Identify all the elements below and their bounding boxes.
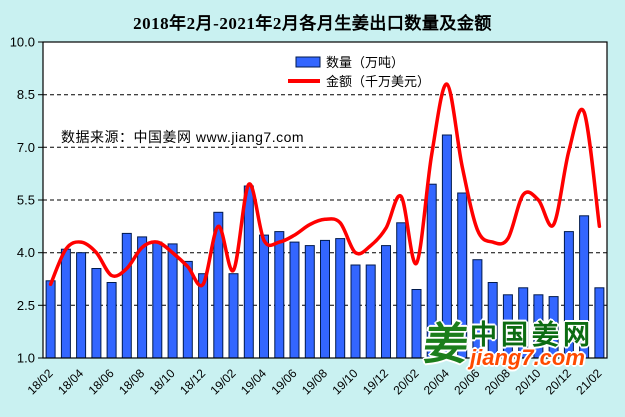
logo-site-name: 中国姜网 (470, 320, 594, 350)
bar-20/02 (411, 289, 422, 359)
chart-title: 2018年2月-2021年2月各月生姜出口数量及金额 (133, 14, 492, 33)
x-axis-label-18/06: 18/06 (86, 366, 117, 397)
bar-19/12 (381, 245, 391, 359)
bar-19/04 (259, 234, 269, 359)
x-axis-label-19/12: 19/12 (360, 366, 391, 397)
bar-18/03 (60, 248, 71, 359)
x-axis-label-19/10: 19/10 (329, 366, 360, 397)
bar-18/04 (76, 252, 87, 359)
x-axis-label-19/08: 19/08 (299, 366, 330, 397)
x-axis-label-19/04: 19/04 (238, 366, 269, 397)
legend-bar-label: 数量（万吨） (326, 55, 404, 70)
legend-line-label: 金额（千万美元） (326, 74, 430, 89)
logo-text: 中国姜网 jiang7.com (470, 321, 594, 369)
bar-18/02 (45, 280, 56, 359)
y-axis-label: 10.0 (10, 35, 35, 50)
plot-border (42, 41, 608, 359)
y-axis-label: 5.5 (17, 193, 35, 208)
x-axis-label-18/10: 18/10 (147, 366, 178, 397)
bar-19/10 (350, 264, 361, 359)
bar-19/09 (335, 238, 346, 359)
bar-18/07 (121, 232, 132, 359)
y-axis-label: 4.0 (17, 245, 35, 260)
y-axis-label: 7.0 (17, 140, 35, 155)
bar-19/02 (228, 273, 239, 359)
x-axis-label-19/02: 19/02 (207, 366, 238, 397)
logo-site-url: jiang7.com (470, 345, 585, 370)
bar-20/01 (396, 222, 407, 359)
x-axis-label-18/12: 18/12 (177, 366, 208, 397)
bar-18/05 (91, 268, 102, 359)
x-axis-label-18/08: 18/08 (116, 366, 147, 397)
bar-19/11 (365, 264, 376, 359)
bar-18/11 (182, 260, 193, 359)
bar-18/09 (152, 241, 163, 359)
y-axis-label: 2.5 (17, 298, 35, 313)
bar-18/06 (106, 282, 117, 359)
legend: 数量（万吨） 金额（千万美元） (288, 55, 430, 89)
x-axis-label-20/02: 20/02 (390, 366, 421, 397)
x-axis-label-18/02: 18/02 (25, 366, 56, 397)
bar-19/07 (304, 245, 315, 359)
x-axis-label-19/06: 19/06 (268, 366, 299, 397)
bar-18/08 (137, 236, 148, 359)
bar-18/10 (167, 243, 178, 359)
bar-19/05 (274, 231, 285, 359)
ginger-logo-icon: 姜 (421, 320, 471, 369)
y-axis-label: 8.5 (17, 87, 35, 102)
site-logo: 姜 中国姜网 jiang7.com (421, 317, 594, 373)
bar-19/03 (243, 185, 254, 359)
bar-19/06 (289, 241, 300, 359)
legend-bar-swatch (295, 56, 321, 68)
bar-21/02 (594, 287, 605, 359)
x-axis-label-18/04: 18/04 (55, 366, 86, 397)
amount-line (48, 82, 602, 288)
bar-19/08 (320, 239, 330, 359)
y-axis-label: 1.0 (17, 351, 35, 366)
watermark-datasource: 数据来源：中国姜网 www.jiang7.com (61, 129, 305, 145)
